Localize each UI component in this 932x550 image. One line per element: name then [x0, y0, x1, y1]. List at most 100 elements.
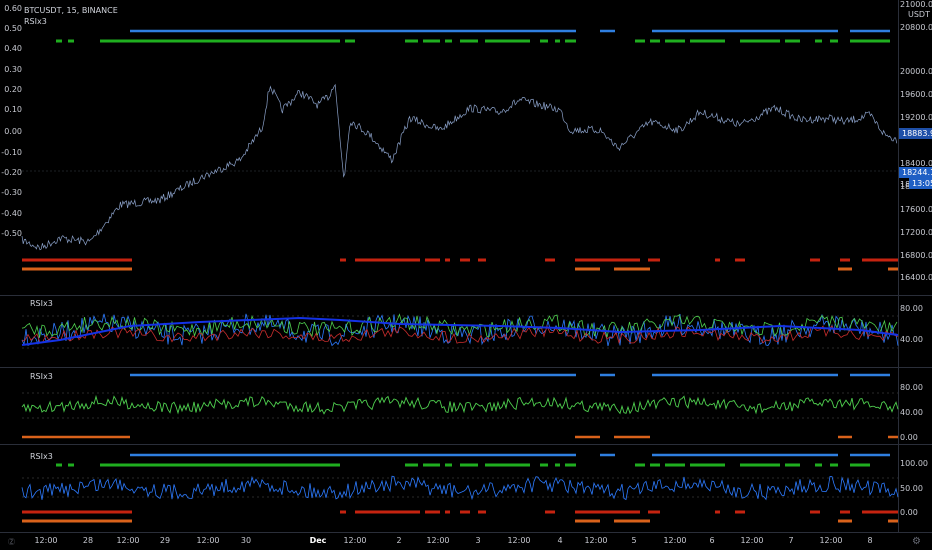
- signal-bar-red: [355, 258, 420, 262]
- signal-bar-red: [425, 258, 440, 262]
- time-tick: 8: [867, 536, 873, 545]
- signal-bar-blue: [652, 453, 838, 457]
- signal-bar-blue: [850, 29, 890, 33]
- signal-bar-orange: [22, 435, 130, 439]
- pane2-tick: 40.00: [900, 408, 923, 417]
- pane2-legend[interactable]: RSIx3: [30, 372, 53, 381]
- currency-label: USDT: [908, 10, 930, 19]
- signal-bar-green: [445, 39, 452, 43]
- signal-bar-green: [68, 39, 74, 43]
- price-tick: 21000.00: [900, 0, 932, 9]
- signal-bar-green: [690, 39, 725, 43]
- oscillator-tick: -0.40: [1, 209, 22, 218]
- price-tick: 17600.00: [900, 205, 932, 214]
- signal-bar-green: [423, 463, 440, 467]
- time-axis-border: [0, 532, 932, 533]
- symbol-title[interactable]: BTCUSDT, 15, BINANCE: [24, 6, 118, 15]
- signal-bar-orange: [22, 267, 132, 271]
- crosshair-price-badge: 18244.19: [899, 167, 932, 178]
- signal-bar-red: [715, 510, 720, 514]
- signal-bar-red: [340, 510, 346, 514]
- signal-bar-red: [810, 258, 820, 262]
- pane-separator[interactable]: [0, 367, 932, 368]
- signal-bar-red: [22, 258, 132, 262]
- signal-bar-green: [100, 463, 340, 467]
- signal-bar-red: [545, 510, 555, 514]
- signal-bar-green: [540, 39, 548, 43]
- signal-bar-green: [565, 39, 576, 43]
- signal-bar-green: [850, 463, 870, 467]
- price-line: [21, 83, 898, 251]
- signal-bar-red: [22, 510, 132, 514]
- pane-separator[interactable]: [0, 295, 932, 296]
- signal-bar-blue: [130, 453, 576, 457]
- signal-bar-red: [425, 510, 440, 514]
- signal-bar-orange: [888, 519, 898, 523]
- time-tick: 12:00: [507, 536, 531, 545]
- signal-bar-red: [340, 258, 346, 262]
- signal-bar-green: [830, 463, 838, 467]
- rsi-slow-line: [21, 324, 899, 344]
- signal-bar-blue: [600, 373, 615, 377]
- oscillator-tick: 0.60: [4, 4, 22, 13]
- signal-bar-red: [575, 258, 640, 262]
- signal-bar-green: [56, 39, 62, 43]
- signal-bar-green: [830, 39, 838, 43]
- signal-bar-green: [405, 39, 418, 43]
- oscillator-tick: 0.40: [4, 44, 22, 53]
- oscillator-tick: 0.10: [4, 105, 22, 114]
- oscillator-tick: 0.50: [4, 24, 22, 33]
- oscillator-tick: -0.10: [1, 148, 22, 157]
- signal-bar-red: [648, 510, 660, 514]
- pane3-tick: 100.00: [900, 459, 928, 468]
- signal-bar-red: [575, 510, 640, 514]
- indicator-legend[interactable]: RSIx3: [24, 17, 47, 26]
- last-price-badge: 18883.96: [899, 128, 932, 139]
- price-tick: 18400.00: [900, 159, 932, 168]
- signal-bar-orange: [888, 267, 898, 271]
- bar-countdown-badge: 13:05: [909, 178, 932, 189]
- time-tick: 5: [631, 536, 637, 545]
- pane3-legend[interactable]: RSIx3: [30, 452, 53, 461]
- signal-bar-red: [810, 510, 820, 514]
- signal-bar-green: [445, 463, 452, 467]
- signal-bar-red: [648, 258, 660, 262]
- signal-bar-green: [555, 463, 560, 467]
- pane1-legend[interactable]: RSIx3: [30, 299, 53, 308]
- signal-bar-green: [785, 39, 800, 43]
- signal-bar-red: [715, 258, 720, 262]
- pane1-tick: 40.00: [900, 335, 923, 344]
- time-tick: 12:00: [116, 536, 140, 545]
- time-tick: 28: [82, 536, 94, 545]
- time-tick: 12:00: [663, 536, 687, 545]
- pane-separator[interactable]: [0, 444, 932, 445]
- time-tick: 7: [788, 536, 794, 545]
- price-tick: 19200.00: [900, 113, 932, 122]
- signal-bar-green: [405, 463, 418, 467]
- signal-bar-green: [815, 463, 822, 467]
- pane1-tick: 80.00: [900, 304, 923, 313]
- signal-bar-orange: [838, 519, 852, 523]
- time-tick: 12:00: [343, 536, 367, 545]
- signal-bar-green: [540, 463, 548, 467]
- signal-bar-red: [545, 258, 555, 262]
- signal-bar-red: [840, 510, 850, 514]
- signal-bar-green: [815, 39, 822, 43]
- time-tick: 12:00: [819, 536, 843, 545]
- signal-bar-green: [565, 463, 576, 467]
- signal-bar-red: [478, 258, 486, 262]
- signal-bar-red: [862, 510, 898, 514]
- signal-bar-green: [690, 463, 725, 467]
- rsi-mid-line: [21, 313, 898, 338]
- signal-bar-orange: [614, 267, 650, 271]
- timezone-icon[interactable]: Ⓩ: [8, 538, 15, 546]
- signal-bar-red: [478, 510, 486, 514]
- pane3-tick: 50.00: [900, 484, 923, 493]
- signal-bar-red: [862, 258, 898, 262]
- gear-icon[interactable]: ⚙: [912, 536, 921, 547]
- time-tick: 4: [557, 536, 563, 545]
- signal-bar-red: [355, 510, 420, 514]
- signal-bar-green: [665, 39, 685, 43]
- pane3-tick: 0.00: [900, 508, 918, 517]
